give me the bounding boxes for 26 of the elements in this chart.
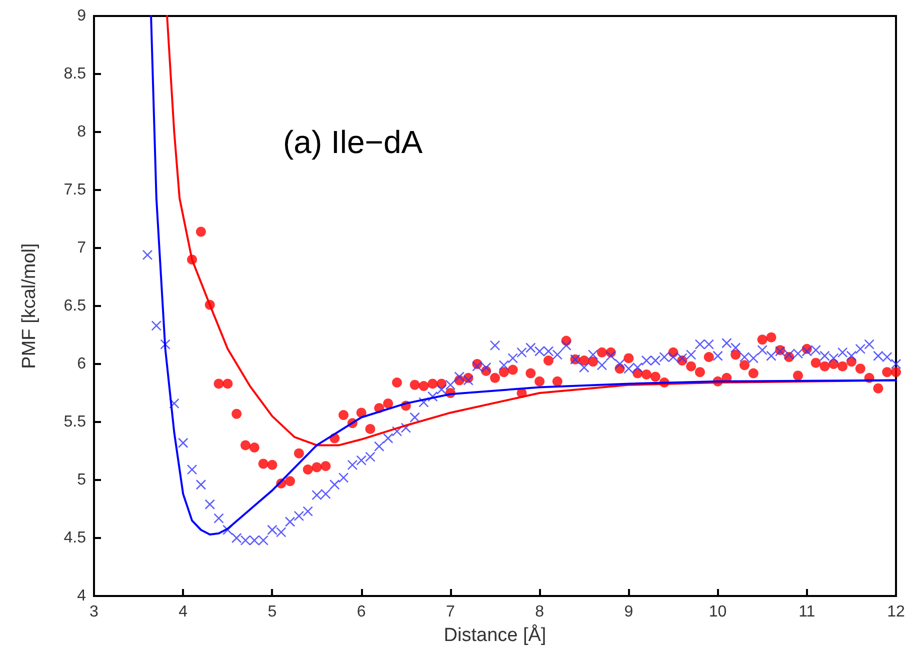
y-tick-label: 7.5 [64, 182, 86, 198]
annotation: (a) Ile−dA [283, 124, 424, 160]
y-tick-label: 4 [77, 588, 86, 604]
x-tick-label: 4 [178, 604, 188, 620]
x-tick-label: 11 [798, 604, 816, 620]
y-tick-label: 6 [77, 356, 86, 372]
y-tick-label: 8 [77, 124, 86, 140]
line-series [150, 15, 897, 536]
x-tick-label: 8 [535, 604, 544, 620]
y-tick-label: 8.5 [64, 66, 86, 82]
line-series [166, 15, 897, 446]
y-tick-label: 4.5 [64, 530, 86, 546]
x-tick-label: 9 [624, 604, 634, 620]
y-tick-label: 6.5 [64, 298, 86, 314]
x-tick-label: 5 [268, 604, 277, 620]
x-tick-label: 6 [356, 604, 366, 620]
x-tick-label: 7 [446, 604, 455, 620]
y-tick-label: 5.5 [64, 414, 86, 430]
y-axis-title: PMF [kcal/mol] [19, 243, 40, 369]
x-tick-label: 10 [708, 604, 727, 620]
y-tick-label: 9 [77, 8, 86, 24]
x-tick-label: 12 [887, 604, 905, 620]
x-tick-label: 3 [90, 604, 99, 620]
x-axis-title: Distance [Å] [444, 624, 546, 646]
y-tick-label: 7 [77, 240, 86, 256]
y-tick-label: 5 [77, 472, 86, 488]
